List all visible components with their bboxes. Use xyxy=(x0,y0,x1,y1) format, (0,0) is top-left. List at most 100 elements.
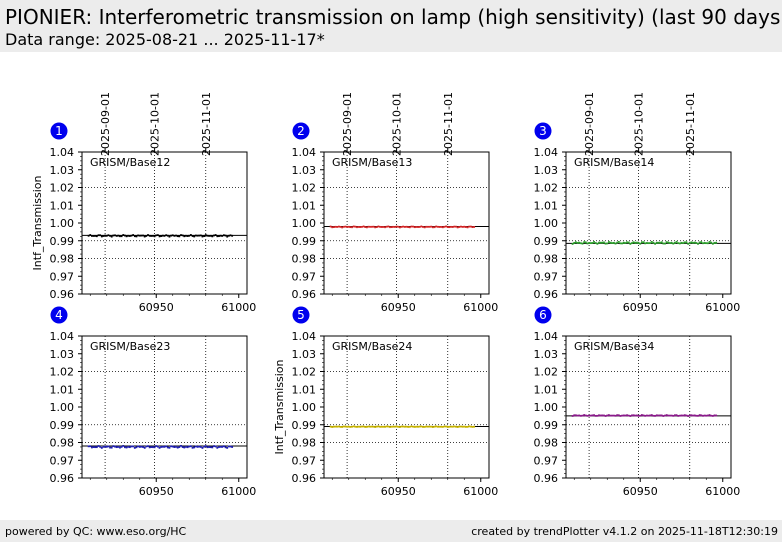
y-tick-label: 1.01 xyxy=(534,383,559,396)
data-point xyxy=(632,414,635,417)
data-point xyxy=(456,426,459,428)
y-tick-label: 0.96 xyxy=(534,472,559,485)
data-point xyxy=(680,241,683,244)
footer-credit: powered by QC: www.eso.org/HC xyxy=(5,525,187,538)
data-point xyxy=(675,414,678,417)
data-point xyxy=(213,445,215,447)
data-point xyxy=(213,234,215,237)
data-point xyxy=(117,445,120,448)
data-point xyxy=(410,425,413,428)
data-point xyxy=(180,444,182,447)
data-point xyxy=(593,414,595,417)
data-point xyxy=(647,414,650,417)
data-point xyxy=(140,445,143,448)
data-point xyxy=(657,414,660,417)
data-point xyxy=(181,446,184,448)
data-point xyxy=(715,414,718,417)
y-tick-label: 1.04 xyxy=(534,330,559,343)
data-point xyxy=(614,414,617,417)
data-point xyxy=(186,446,189,449)
panel-4: 0.96 0.97 0.98 0.99 1.00 1.01 1.02 1.03 1.04 6095… xyxy=(50,306,256,498)
y-tick-label: 1.03 xyxy=(50,348,75,361)
data-point xyxy=(367,225,370,228)
data-point xyxy=(155,234,158,237)
x-tick-label: 61000 xyxy=(463,485,498,498)
y-tick-label: 1.01 xyxy=(292,383,317,396)
data-point xyxy=(194,445,197,448)
data-point xyxy=(361,425,363,428)
data-point xyxy=(420,425,423,428)
data-point xyxy=(127,445,130,448)
data-point xyxy=(333,226,335,228)
panel-number-badge xyxy=(534,306,552,324)
y-axis-label: Intf_Transmission xyxy=(31,175,44,270)
top-date-label: 2025-10-01 xyxy=(391,92,404,156)
data-point xyxy=(372,425,375,428)
plot-frame xyxy=(323,151,490,295)
y-tick-label: 0.98 xyxy=(534,437,559,450)
y-tick-label: 0.98 xyxy=(534,253,559,266)
data-point xyxy=(664,242,666,245)
data-point xyxy=(682,414,685,417)
data-point xyxy=(453,425,456,428)
data-point xyxy=(341,426,344,428)
data-point xyxy=(639,414,642,417)
data-point xyxy=(460,225,462,228)
data-point xyxy=(675,240,678,243)
data-point xyxy=(420,225,423,228)
data-point xyxy=(163,234,166,237)
data-point xyxy=(435,425,438,428)
data-point xyxy=(359,425,362,428)
data-point xyxy=(165,234,168,237)
data-point xyxy=(402,225,405,228)
data-point xyxy=(695,242,698,244)
top-date-label: 2025-11-01 xyxy=(200,92,213,156)
data-point xyxy=(655,241,658,244)
data-point xyxy=(446,226,449,229)
y-tick-label: 0.98 xyxy=(292,437,317,450)
data-point xyxy=(465,426,467,428)
footer-created: created by trendPlotter v4.1.2 on 2025-1… xyxy=(471,525,778,538)
data-point xyxy=(471,226,474,229)
data-point xyxy=(405,425,408,428)
y-tick-label: 0.96 xyxy=(50,472,75,485)
data-point xyxy=(397,225,400,228)
data-point xyxy=(649,414,652,417)
data-point xyxy=(598,241,600,244)
data-point xyxy=(124,234,126,237)
top-date-label: 2025-10-01 xyxy=(149,92,162,156)
y-tick-label: 1.04 xyxy=(292,146,317,159)
data-point xyxy=(637,242,640,245)
data-point xyxy=(683,241,686,244)
data-point xyxy=(575,241,577,244)
data-point xyxy=(366,226,368,229)
data-point xyxy=(708,414,711,416)
data-point xyxy=(634,414,637,417)
data-point xyxy=(451,425,454,428)
data-point xyxy=(178,446,181,448)
data-point xyxy=(112,445,115,448)
data-point xyxy=(589,242,592,245)
data-point xyxy=(665,241,668,244)
data-point xyxy=(589,414,592,417)
data-point xyxy=(591,242,594,244)
y-tick-label: 1.00 xyxy=(292,217,317,230)
data-point xyxy=(218,446,220,448)
data-point xyxy=(186,235,189,237)
panel-title: GRISM/Base13 xyxy=(332,156,412,169)
data-point xyxy=(158,235,161,238)
data-point xyxy=(682,242,685,245)
data-point xyxy=(461,425,464,428)
data-point xyxy=(659,414,661,417)
data-point xyxy=(206,446,209,449)
data-point xyxy=(171,234,174,237)
top-date-label: 2025-09-01 xyxy=(341,92,354,156)
data-point xyxy=(157,234,159,237)
data-point xyxy=(687,415,689,417)
data-point xyxy=(693,414,696,417)
data-point xyxy=(342,225,345,228)
data-point xyxy=(702,242,704,245)
data-point xyxy=(456,226,459,229)
data-point xyxy=(632,241,635,244)
data-point xyxy=(231,446,234,448)
